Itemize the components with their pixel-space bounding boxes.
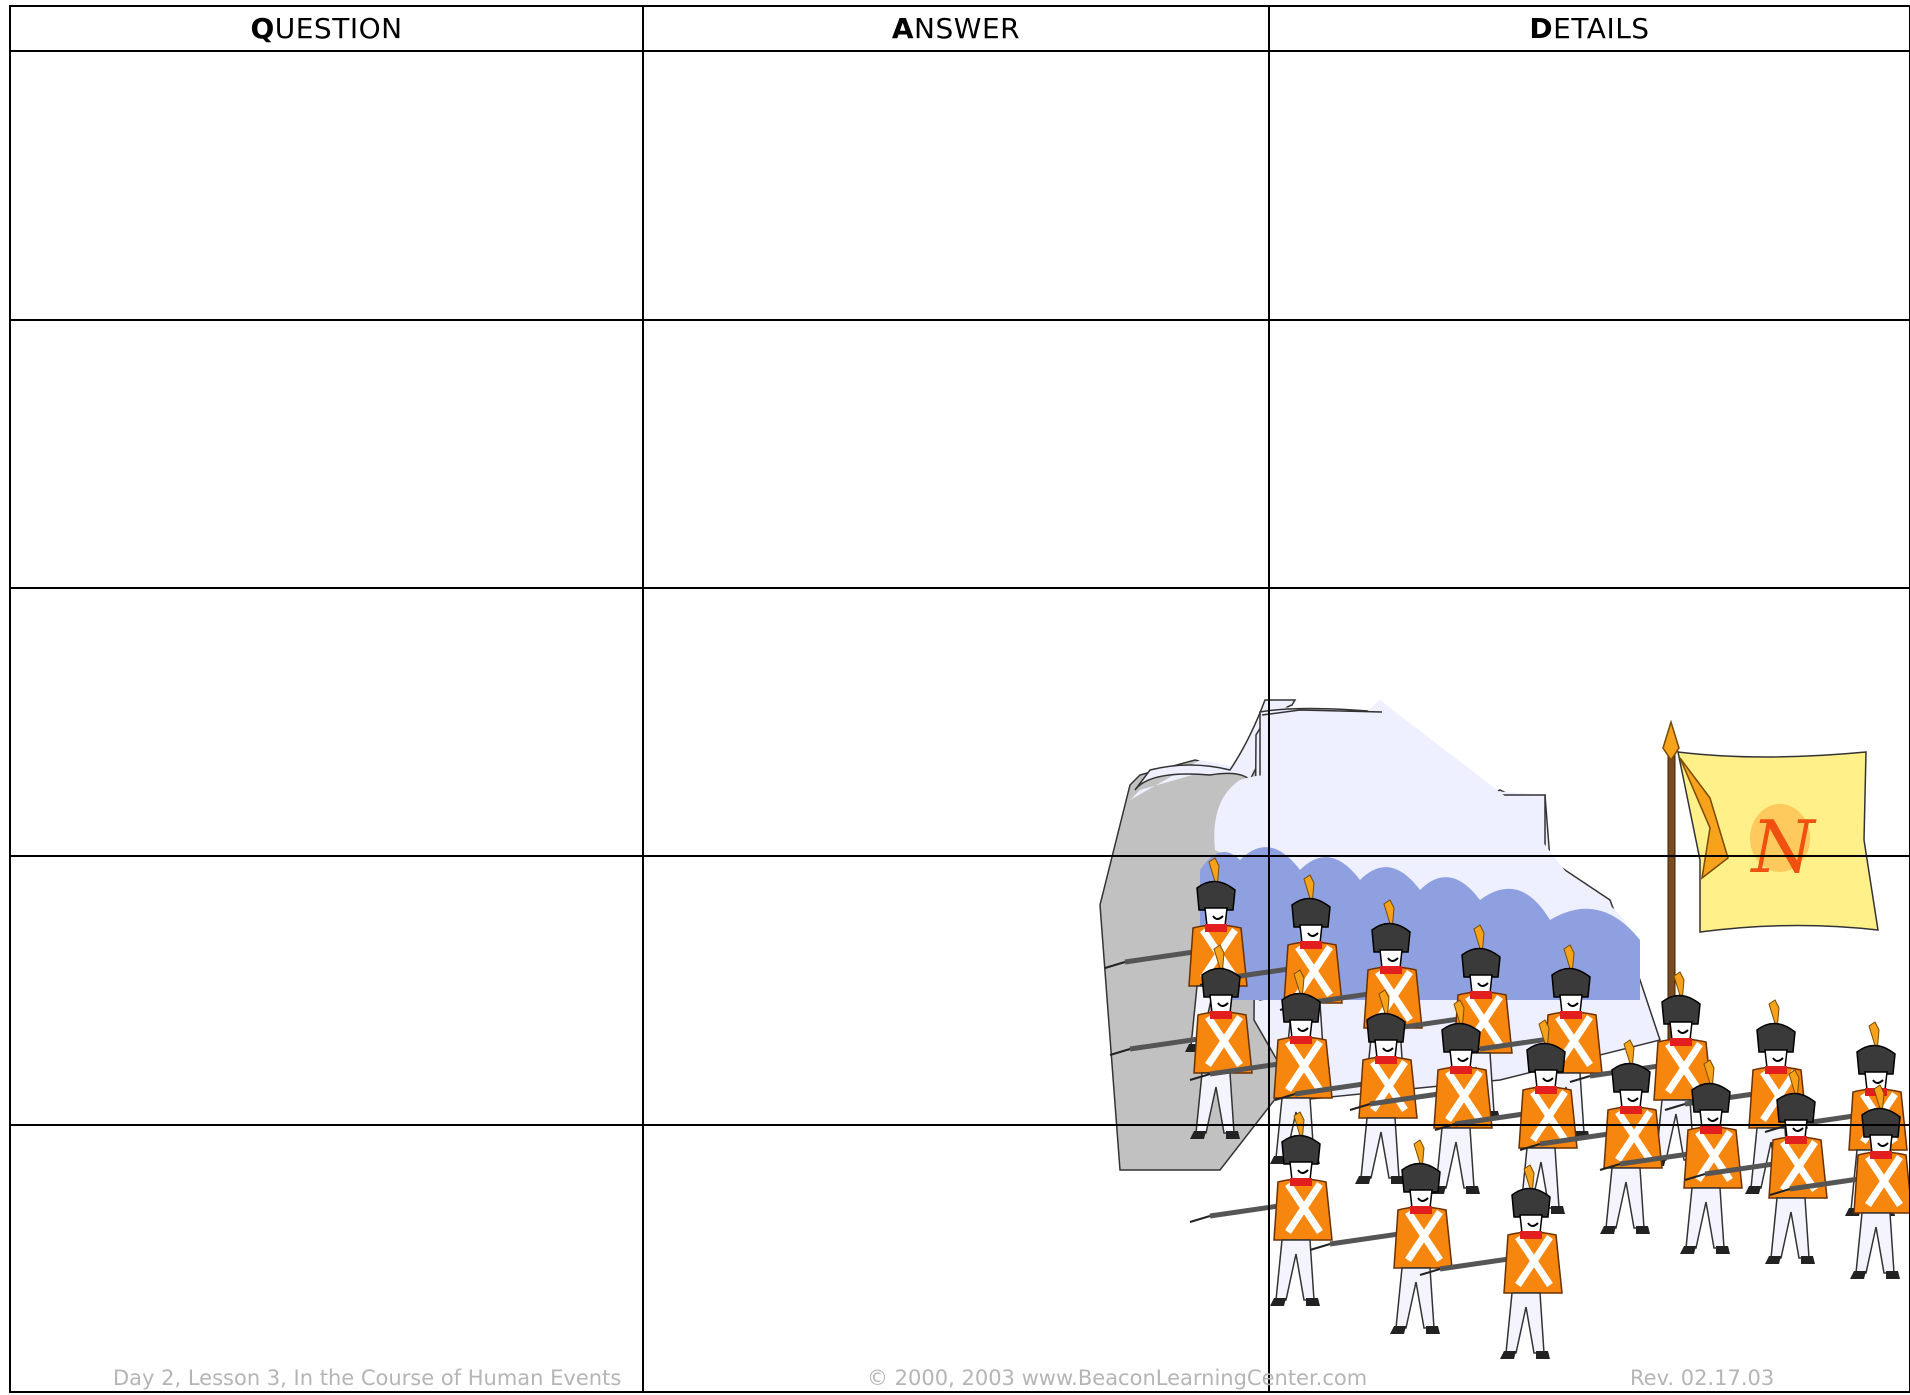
footer-lesson: Day 2, Lesson 3, In the Course of Human …: [113, 1366, 621, 1390]
page: {"table": {"headers": ["QUESTION", "ANSW…: [0, 0, 1910, 1395]
column-header: ANSWER: [643, 8, 1269, 50]
column-header: DETAILS: [1269, 8, 1910, 50]
flag-letter: N: [1750, 805, 1818, 889]
footer-copyright: © 2000, 2003 www.BeaconLearningCenter.co…: [867, 1366, 1367, 1390]
footer-revision: Rev. 02.17.03: [1630, 1366, 1774, 1390]
worksheet-graphics: N: [0, 0, 1910, 1395]
column-header: QUESTION: [10, 8, 643, 50]
